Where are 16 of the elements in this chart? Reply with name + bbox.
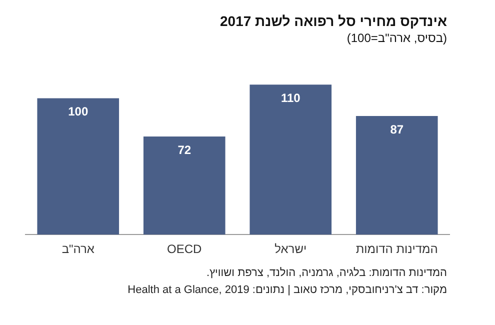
data-label: 72 xyxy=(178,142,192,157)
x-tick-label: המדינות הדומות xyxy=(356,242,438,256)
bar xyxy=(143,136,226,235)
chart-subtitle: (בסיס, ארה"ב=100) xyxy=(346,31,447,45)
bar xyxy=(356,116,438,235)
x-tick-label: ישראל xyxy=(274,242,307,256)
text: מקור: דב צ'רניחובסקי, מרכז טאוב | נתונים: Health at a Glance, 2019 xyxy=(128,283,447,298)
x-tick-label: ארה"ב xyxy=(62,242,95,256)
text: המדינות הדומות: בלגיה, גרמניה, הולנד, צרפת ושוויץ. xyxy=(205,266,447,281)
data-label: 87 xyxy=(390,122,404,136)
data-label: 110 xyxy=(280,90,301,105)
data-label: 100 xyxy=(68,104,88,119)
bar xyxy=(250,84,332,235)
chart-title: אינדקס מחירי סל רפואה לשנת 2017 xyxy=(220,13,447,29)
x-tick-label: OECD xyxy=(167,242,202,256)
bar xyxy=(37,98,120,235)
